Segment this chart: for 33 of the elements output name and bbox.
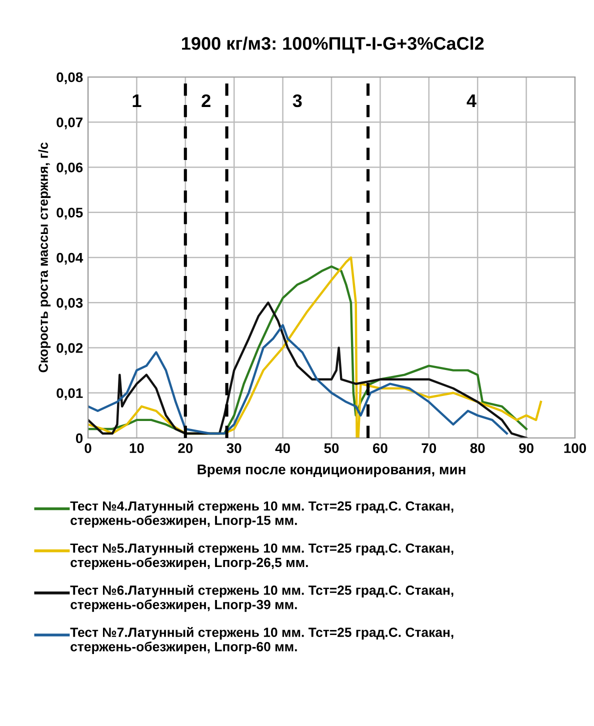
annotation: 3: [292, 94, 302, 108]
legend-label: Тест №5.Латунный стержень 10 мм. Тст=25 град.С. Стакан, стержень-обезжирен, Lпогр-26,5 мм.: [70, 542, 454, 570]
x-tick-label: 60: [372, 443, 388, 454]
x-tick-label: 10: [130, 443, 144, 454]
y-tick-label: 0,08: [56, 72, 83, 84]
annotation: 2: [202, 94, 210, 107]
annotation: 1: [132, 94, 142, 107]
y-tick-label: 0,01: [56, 388, 83, 400]
x-tick-label: 70: [422, 443, 436, 454]
y-tick-label: 0,07: [56, 117, 83, 130]
line-series: [88, 324, 508, 435]
x-tick-label: 30: [226, 443, 242, 454]
line-series: [88, 302, 528, 438]
x-tick-label: 90: [519, 443, 534, 454]
y-tick-label: 0,05: [56, 208, 83, 220]
y-axis-title: Скорость роста массы стержня, г/с: [38, 142, 51, 372]
x-axis-title: Время после кондиционирования, мин: [198, 464, 466, 478]
legend-label: Тест №7.Латунный стержень 10 мм. Тст=25 град.С. Стакан, стержень-обезжирен, Lпогр-60 мм.: [70, 627, 454, 654]
legend-label: Тест №6.Латунный стержень 10 мм. Тст=25 град.С. Стакан, стержень-обезжирен, Lпогр-39 мм.: [70, 584, 454, 612]
y-tick-label: 0,03: [56, 298, 83, 310]
x-tick-label: 100: [564, 443, 586, 454]
x-tick-label: 80: [470, 443, 485, 454]
y-tick-label: 0,02: [56, 343, 83, 355]
y-tick-label: 0: [76, 433, 83, 444]
annotation: 4: [466, 94, 476, 107]
x-tick-label: 40: [275, 443, 290, 454]
y-tick-label: 0,06: [56, 162, 83, 174]
x-tick-label: 0: [84, 443, 92, 454]
chart-title: 1900 кг/м3: 100%ПЦТ-I-G+3%CaCl2: [182, 36, 484, 54]
x-tick-label: 20: [178, 443, 193, 454]
legend-label: Тест №4.Латунный стержень 10 мм. Тст=25 град.С. Стакан, стержень-обезжирен, Lпогр-15 мм.: [70, 500, 454, 528]
x-tick-label: 50: [324, 443, 339, 454]
y-tick-label: 0,04: [56, 252, 84, 265]
